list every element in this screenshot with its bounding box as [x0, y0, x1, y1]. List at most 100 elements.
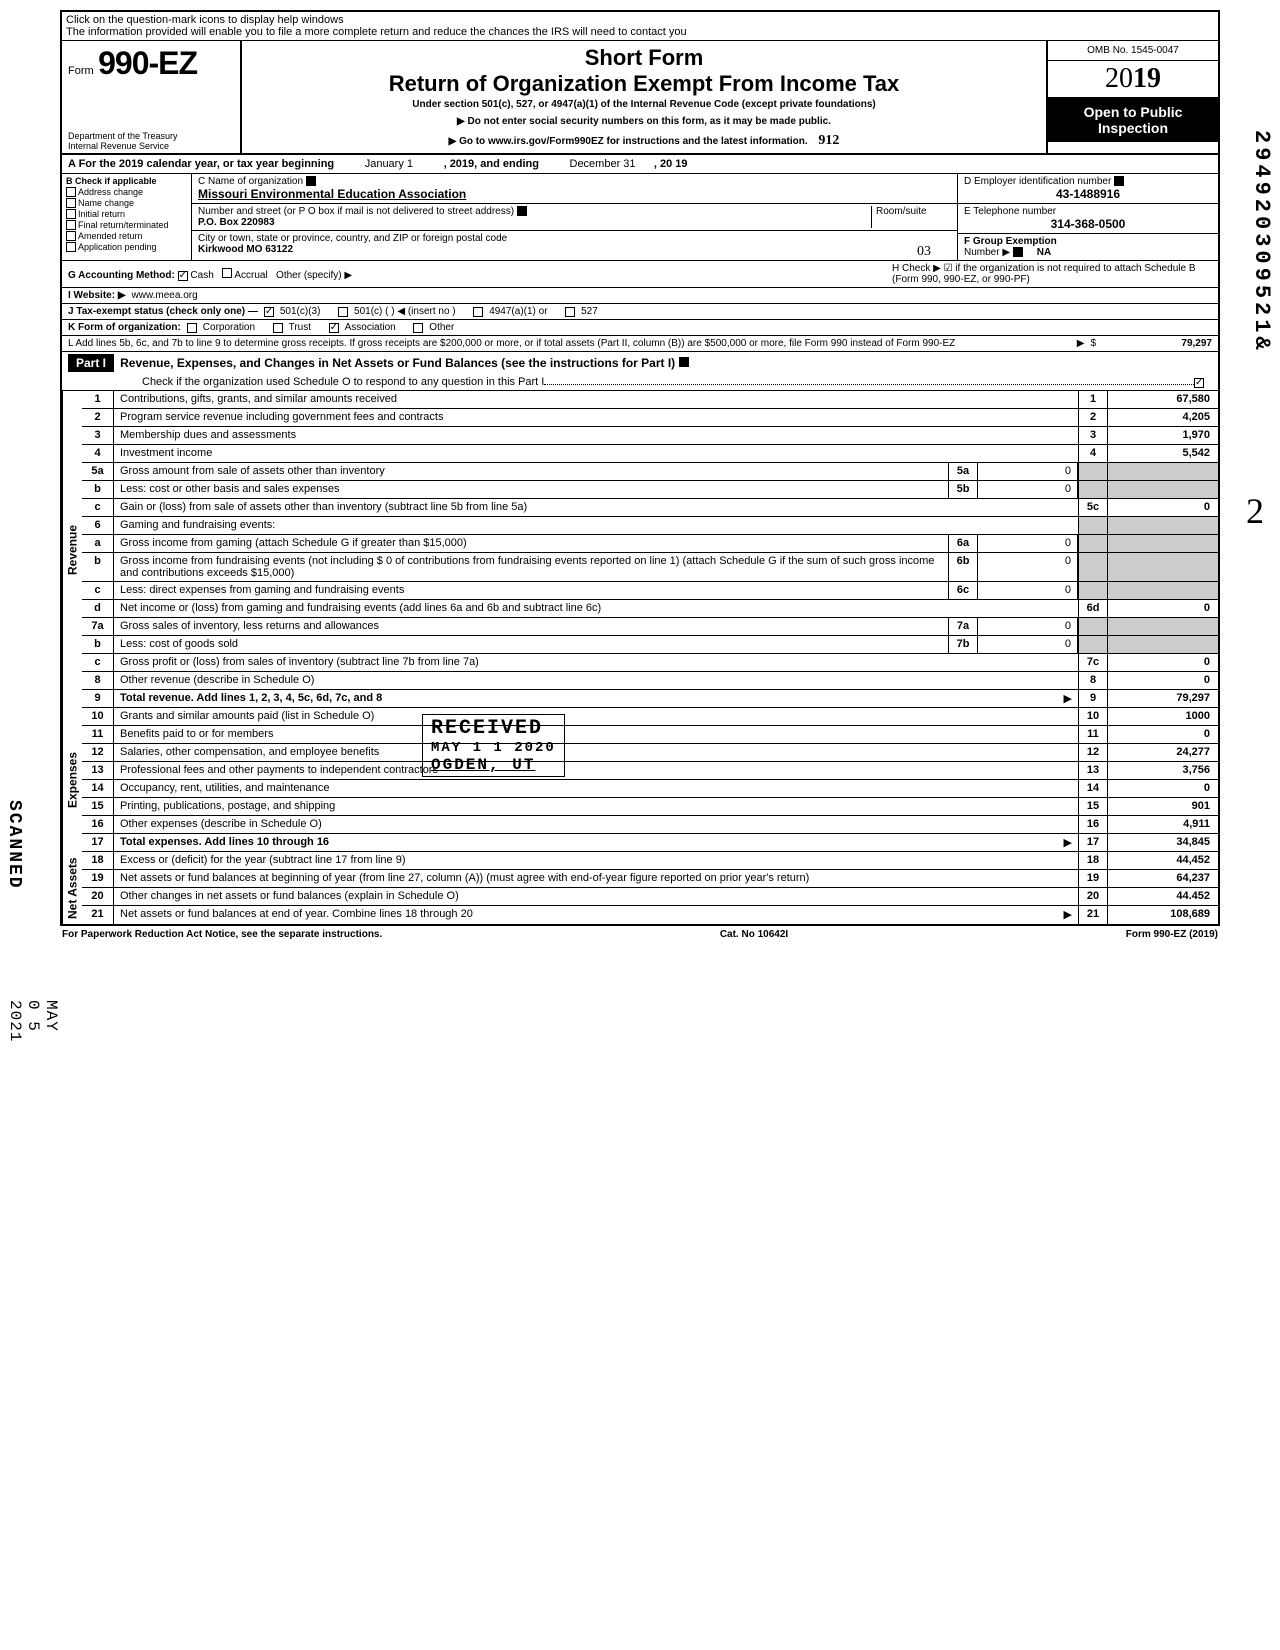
form-number: 990-EZ — [98, 45, 197, 81]
website-url: www.meea.org — [132, 290, 198, 301]
group-exemption-na: NA — [1037, 247, 1051, 258]
check-501c3[interactable] — [264, 307, 274, 317]
main-info-block: B Check if applicable Address change Nam… — [62, 174, 1218, 261]
check-initial[interactable]: Initial return — [66, 209, 187, 219]
city-label: City or town, state or province, country… — [198, 233, 507, 244]
schedule-o-check[interactable] — [1194, 378, 1204, 388]
line6a-value: 0 — [978, 535, 1078, 552]
check-accrual[interactable] — [222, 268, 232, 278]
line21-value: 108,689 — [1108, 906, 1218, 924]
hint-row: Click on the question-mark icons to disp… — [62, 12, 1218, 41]
org-name: Missouri Environmental Education Associa… — [198, 187, 466, 201]
line17-total-expenses: 34,845 — [1108, 834, 1218, 851]
col-def: D Employer identification number 43-1488… — [958, 174, 1218, 260]
row-j-exempt: J Tax-exempt status (check only one) — 5… — [62, 304, 1218, 320]
under-section: Under section 501(c), 527, or 4947(a)(1)… — [252, 99, 1036, 110]
dept-treasury: Department of the Treasury Internal Reve… — [68, 131, 178, 151]
line9-total-revenue: 79,297 — [1108, 690, 1218, 707]
hint1: Click on the question-mark icons to disp… — [66, 14, 1214, 26]
footer-right: Form 990-EZ (2019) — [1126, 929, 1218, 940]
short-form-label: Short Form — [252, 45, 1036, 71]
line7c-value: 0 — [1108, 654, 1218, 671]
line5c-value: 0 — [1108, 499, 1218, 516]
line10-value: 1000 — [1108, 708, 1218, 725]
check-assoc[interactable] — [329, 323, 339, 333]
hint2: The information provided will enable you… — [66, 26, 1214, 38]
line6d-value: 0 — [1108, 600, 1218, 617]
ein-value: 43-1488916 — [964, 187, 1212, 201]
line19-value: 64,237 — [1108, 870, 1218, 887]
addr-label: Number and street (or P O box if mail is… — [198, 206, 514, 217]
check-501c[interactable] — [338, 307, 348, 317]
check-4947[interactable] — [473, 307, 483, 317]
check-other[interactable] — [413, 323, 423, 333]
check-final[interactable]: Final return/terminated — [66, 220, 187, 230]
footer: For Paperwork Reduction Act Notice, see … — [60, 926, 1220, 943]
check-address[interactable]: Address change — [66, 187, 187, 197]
help-icon[interactable] — [517, 206, 527, 216]
revenue-label: Revenue — [62, 391, 82, 708]
goto-link: ▶ Go to www.irs.gov/Form990EZ for instru… — [252, 133, 1036, 149]
col-c-org: C Name of organization Missouri Environm… — [192, 174, 958, 260]
row-i-website: I Website: ▶ www.meea.org — [62, 288, 1218, 304]
start-date: January 1 — [365, 158, 413, 170]
line8-value: 0 — [1108, 672, 1218, 689]
expenses-section: Expenses 10Grants and similar amounts pa… — [62, 708, 1218, 852]
header-right: OMB No. 1545-0047 2019 Open to Public In… — [1048, 41, 1218, 153]
row-a-tax-year: A For the 2019 calendar year, or tax yea… — [62, 155, 1218, 174]
line2-value: 4,205 — [1108, 409, 1218, 426]
help-icon[interactable] — [1114, 176, 1124, 186]
d-label: D Employer identification number — [964, 176, 1111, 187]
header-left: Form 990-EZ Department of the Treasury I… — [62, 41, 242, 153]
line13-value: 3,756 — [1108, 762, 1218, 779]
row-g-accounting: G Accounting Method: Cash Accrual Other … — [62, 261, 1218, 288]
line5a-value: 0 — [978, 463, 1078, 480]
line3-value: 1,970 — [1108, 427, 1218, 444]
end-month: December 31 — [570, 158, 636, 170]
check-cash[interactable] — [178, 271, 188, 281]
hand-03: 03 — [917, 244, 931, 260]
netassets-label: Net Assets — [62, 852, 82, 924]
e-label: E Telephone number — [964, 206, 1056, 217]
check-name[interactable]: Name change — [66, 198, 187, 208]
help-icon[interactable] — [306, 176, 316, 186]
line4-value: 5,542 — [1108, 445, 1218, 462]
part1-header: Part I Revenue, Expenses, and Changes in… — [62, 352, 1218, 391]
line15-value: 901 — [1108, 798, 1218, 815]
return-title: Return of Organization Exempt From Incom… — [252, 71, 1036, 97]
hand-912: 912 — [818, 133, 839, 148]
page-number-2: 2 — [1246, 490, 1264, 532]
h-schedule-b: H Check ▶ ☑ if the organization is not r… — [892, 263, 1212, 285]
scanned-stamp: SCANNED — [4, 800, 24, 890]
ssn-warning: ▶ Do not enter social security numbers o… — [252, 116, 1036, 127]
po-box: P.O. Box 220983 — [198, 217, 275, 228]
line16-value: 4,911 — [1108, 816, 1218, 833]
line5b-value: 0 — [978, 481, 1078, 498]
form-990ez: Click on the question-mark icons to disp… — [60, 10, 1220, 926]
footer-mid: Cat. No 10642I — [720, 929, 788, 940]
open-to-public: Open to Public Inspection — [1048, 98, 1218, 142]
check-amended[interactable]: Amended return — [66, 231, 187, 241]
footer-left: For Paperwork Reduction Act Notice, see … — [62, 929, 382, 940]
check-pending[interactable]: Application pending — [66, 242, 187, 252]
omb-number: OMB No. 1545-0047 — [1048, 41, 1218, 61]
city-value: Kirkwood MO 63122 — [198, 244, 293, 255]
line6b-value: 0 — [978, 553, 1078, 581]
row-l-gross: L Add lines 5b, 6c, and 7b to line 9 to … — [62, 336, 1218, 352]
check-corp[interactable] — [187, 323, 197, 333]
check-527[interactable] — [565, 307, 575, 317]
help-icon[interactable] — [679, 357, 689, 367]
help-icon[interactable] — [1013, 247, 1023, 257]
line14-value: 0 — [1108, 780, 1218, 797]
gross-receipts-total: 79,297 — [1102, 338, 1212, 349]
row-k-form-org: K Form of organization: Corporation Trus… — [62, 320, 1218, 336]
check-trust[interactable] — [273, 323, 283, 333]
header-middle: Short Form Return of Organization Exempt… — [242, 41, 1048, 153]
f-label: F Group Exemption — [964, 236, 1057, 247]
right-barcode-number: 294920309521& — [1249, 130, 1274, 354]
part1-label: Part I — [68, 354, 114, 372]
line1-value: 67,580 — [1108, 391, 1218, 408]
form-prefix: Form — [68, 65, 94, 77]
expenses-label: Expenses — [62, 708, 82, 852]
revenue-section: Revenue 1Contributions, gifts, grants, a… — [62, 391, 1218, 708]
